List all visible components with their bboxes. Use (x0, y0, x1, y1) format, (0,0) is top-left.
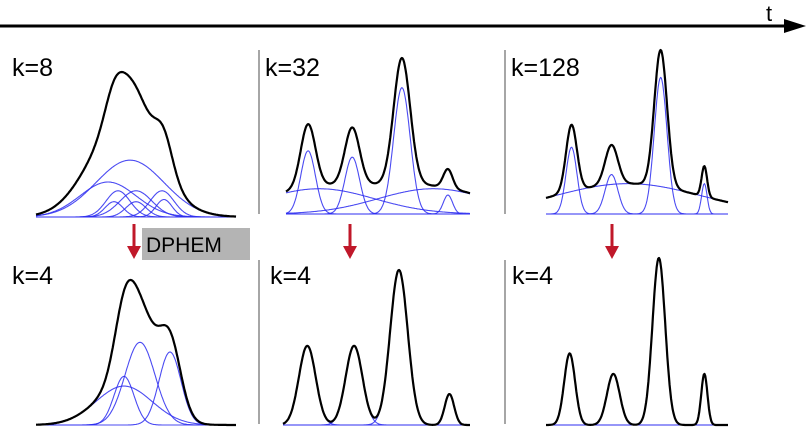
plot-bottom-1 (35, 278, 237, 427)
mixture-curve-bottom-2 (282, 268, 471, 427)
plot-top-3 (545, 48, 729, 215)
component-curve-top-3-3 (546, 76, 728, 215)
panel-label-top-2: k=32 (265, 54, 320, 82)
component-curve-top-2-6 (286, 188, 471, 214)
mixture-curve-top-1 (35, 70, 237, 218)
mixture-curve-bottom-3 (545, 256, 729, 427)
reduction-arrow-2 (343, 224, 357, 259)
panel-label-bottom-2: k=4 (270, 262, 311, 290)
component-curve-bottom-1-1 (36, 375, 236, 426)
panel-label-bottom-3: k=4 (512, 262, 553, 290)
component-curve-top-2-3 (286, 87, 470, 215)
mixture-curve-bottom-1 (35, 278, 237, 427)
panel-label-top-3: k=128 (511, 54, 580, 82)
dphem-badge-bg (142, 228, 250, 260)
time-axis: t (0, 1, 806, 33)
component-curve-bottom-1-3 (36, 351, 236, 426)
time-axis-label: t (766, 1, 772, 26)
component-curve-top-1-8 (35, 181, 236, 218)
component-curve-top-3-4 (546, 182, 728, 215)
mixture-curve-top-2 (285, 56, 471, 195)
plot-bottom-3 (545, 256, 729, 427)
reduction-arrow-1 (127, 224, 141, 259)
component-curve-top-2-4 (286, 194, 470, 215)
dphem-badge: DPHEM (142, 228, 250, 260)
dphem-label: DPHEM (146, 234, 222, 257)
panel-label-bottom-1: k=4 (12, 262, 53, 290)
component-curve-bottom-1-2 (36, 341, 236, 426)
plot-top-2 (285, 56, 471, 215)
component-curve-bottom-2-4 (283, 393, 470, 426)
reduction-arrow-3 (605, 224, 619, 259)
mixture-curve-top-3 (545, 48, 729, 204)
component-curve-bottom-1-4 (36, 385, 236, 426)
component-curve-top-2-5 (285, 188, 470, 214)
component-curve-bottom-2-3 (283, 269, 470, 426)
plot-bottom-2 (282, 268, 471, 427)
time-axis-arrowhead (784, 19, 806, 33)
plot-top-1 (35, 70, 237, 218)
panel-label-top-1: k=8 (12, 54, 53, 82)
